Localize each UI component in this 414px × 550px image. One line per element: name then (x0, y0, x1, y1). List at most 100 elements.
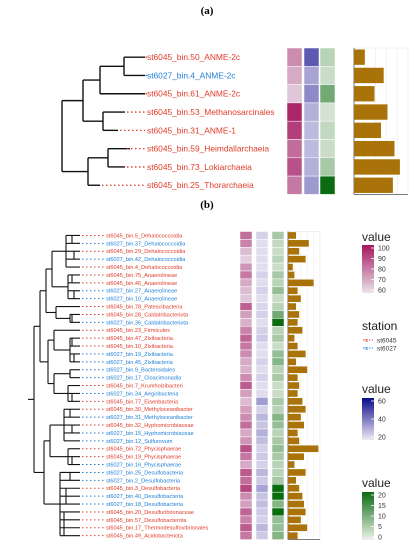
heatmap-cell (271, 333, 285, 343)
heatmap-cell (239, 326, 253, 335)
heatmap-cell (255, 476, 269, 485)
heatmap-cell (271, 476, 285, 485)
heatmap-cell (239, 476, 253, 485)
heatmap-cell (239, 460, 253, 469)
tip-label: st6045_bin.72_Phycisphaerae (106, 447, 181, 453)
heatmap-cell (271, 468, 285, 477)
legend-tick-label: 80 (378, 267, 386, 274)
heatmap-cell (255, 302, 269, 311)
tip-label: st6027_bin.9_Bacteroidales (106, 368, 175, 374)
heatmap-cell (286, 139, 303, 159)
bar (288, 342, 298, 350)
heatmap-cell (303, 84, 320, 104)
heatmap-cell (239, 428, 253, 438)
bar (288, 247, 300, 255)
bar (354, 177, 393, 193)
heatmap-cell (271, 349, 285, 359)
heatmap-cell (271, 270, 285, 280)
legend-title: station (362, 319, 397, 333)
heatmap-cell (319, 84, 336, 104)
heatmap-cell (271, 428, 285, 438)
heatmap-cell (239, 507, 253, 517)
heatmap-cell (239, 397, 253, 406)
legend-colorbar (362, 492, 374, 540)
heatmap-cell (239, 254, 253, 264)
tip-label: st6045_bin.61_ANME-2c (147, 89, 240, 99)
tip-label: st6027_bin.34_Aegiribacteria (106, 391, 179, 397)
tip-label: st6045_bin.5_Dehalococcoidia (106, 233, 183, 239)
heatmap-cell (255, 341, 269, 351)
tip-label: st6045_bin.46_Anaerolineae (106, 281, 177, 287)
heatmap-cell (255, 262, 269, 272)
heatmap-cell (271, 436, 285, 446)
heatmap-cell (239, 491, 253, 501)
heatmap-cell (271, 262, 285, 272)
legend-title: value (362, 230, 391, 244)
heatmap-cell (239, 405, 253, 414)
bar (354, 159, 400, 175)
tip-label: st6027_bin.27_Anaerolineae (106, 289, 177, 295)
heatmap-cell (239, 420, 253, 430)
bar (288, 240, 309, 247)
tip-label: st6027_bin.42_Dehalococcoidia (106, 257, 186, 263)
bar (288, 295, 301, 302)
bar (288, 271, 295, 279)
heatmap-cell (286, 175, 303, 195)
heatmap-cell (239, 499, 253, 509)
heatmap-cell (255, 333, 269, 343)
legend-colorbar (362, 245, 374, 293)
bar (288, 469, 306, 476)
legend-tick-label: 15 (378, 503, 386, 510)
heatmap-cell (239, 286, 253, 295)
bar (288, 508, 306, 516)
heatmap-cell (255, 349, 269, 359)
heatmap-cell (255, 515, 269, 525)
legend-tick-label: 20 (378, 435, 386, 442)
tip-label: st6045_bin.50_ANME-2c (147, 52, 240, 62)
panel-label: (b) (200, 199, 214, 211)
heatmap-cell (286, 157, 303, 177)
heatmap-cell (303, 120, 320, 140)
tip-label: st6045_bin.77_Eisenbacteria (106, 399, 179, 405)
tip-label: st6027_bin.2_Desulfobacteria (106, 478, 181, 484)
heatmap-cell (239, 381, 253, 390)
heatmap-cell (239, 365, 253, 374)
bar (354, 67, 384, 84)
heatmap-cell (239, 412, 253, 422)
bar (354, 122, 381, 139)
heatmap-cell (255, 397, 269, 406)
heatmap-cell (239, 468, 253, 477)
heatmap-cell (239, 310, 253, 319)
heatmap-cell (239, 294, 253, 303)
legend-item-label: st6045 (377, 337, 397, 344)
heatmap-cell (303, 157, 320, 177)
tip-label: st6027_bin.18_Desulfobacteria (106, 502, 184, 508)
bar (288, 303, 296, 310)
heatmap-cell (255, 278, 269, 288)
heatmap-cell (286, 84, 303, 104)
heatmap-cell (271, 231, 285, 240)
legend-key-letter: a (365, 338, 368, 344)
heatmap-cell (271, 302, 285, 311)
heatmap-cell (319, 175, 336, 195)
legend-tick-label: 60 (378, 288, 386, 295)
heatmap-cell (271, 239, 285, 248)
heatmap-cell (286, 66, 303, 85)
bar (288, 484, 300, 492)
heatmap-cell (255, 499, 269, 509)
heatmap-cell (271, 499, 285, 509)
panel-label: (a) (201, 5, 214, 17)
bar (288, 429, 298, 437)
heatmap-cell (255, 294, 269, 303)
heatmap-cell (239, 270, 253, 280)
heatmap-cell (239, 389, 253, 398)
heatmap-cell (239, 341, 253, 351)
legend-tick-label: 70 (378, 277, 386, 284)
tip-label: st6045_bin.53_Methanosarcinales (147, 107, 275, 117)
heatmap-cell (239, 231, 253, 240)
legend-tick-label: 60 (378, 399, 386, 406)
heatmap-cell (271, 278, 285, 288)
heatmap-cell (255, 460, 269, 469)
tip-label: st6045_bin.57_Desulfobacterota (106, 518, 187, 524)
heatmap-cell (239, 318, 253, 327)
